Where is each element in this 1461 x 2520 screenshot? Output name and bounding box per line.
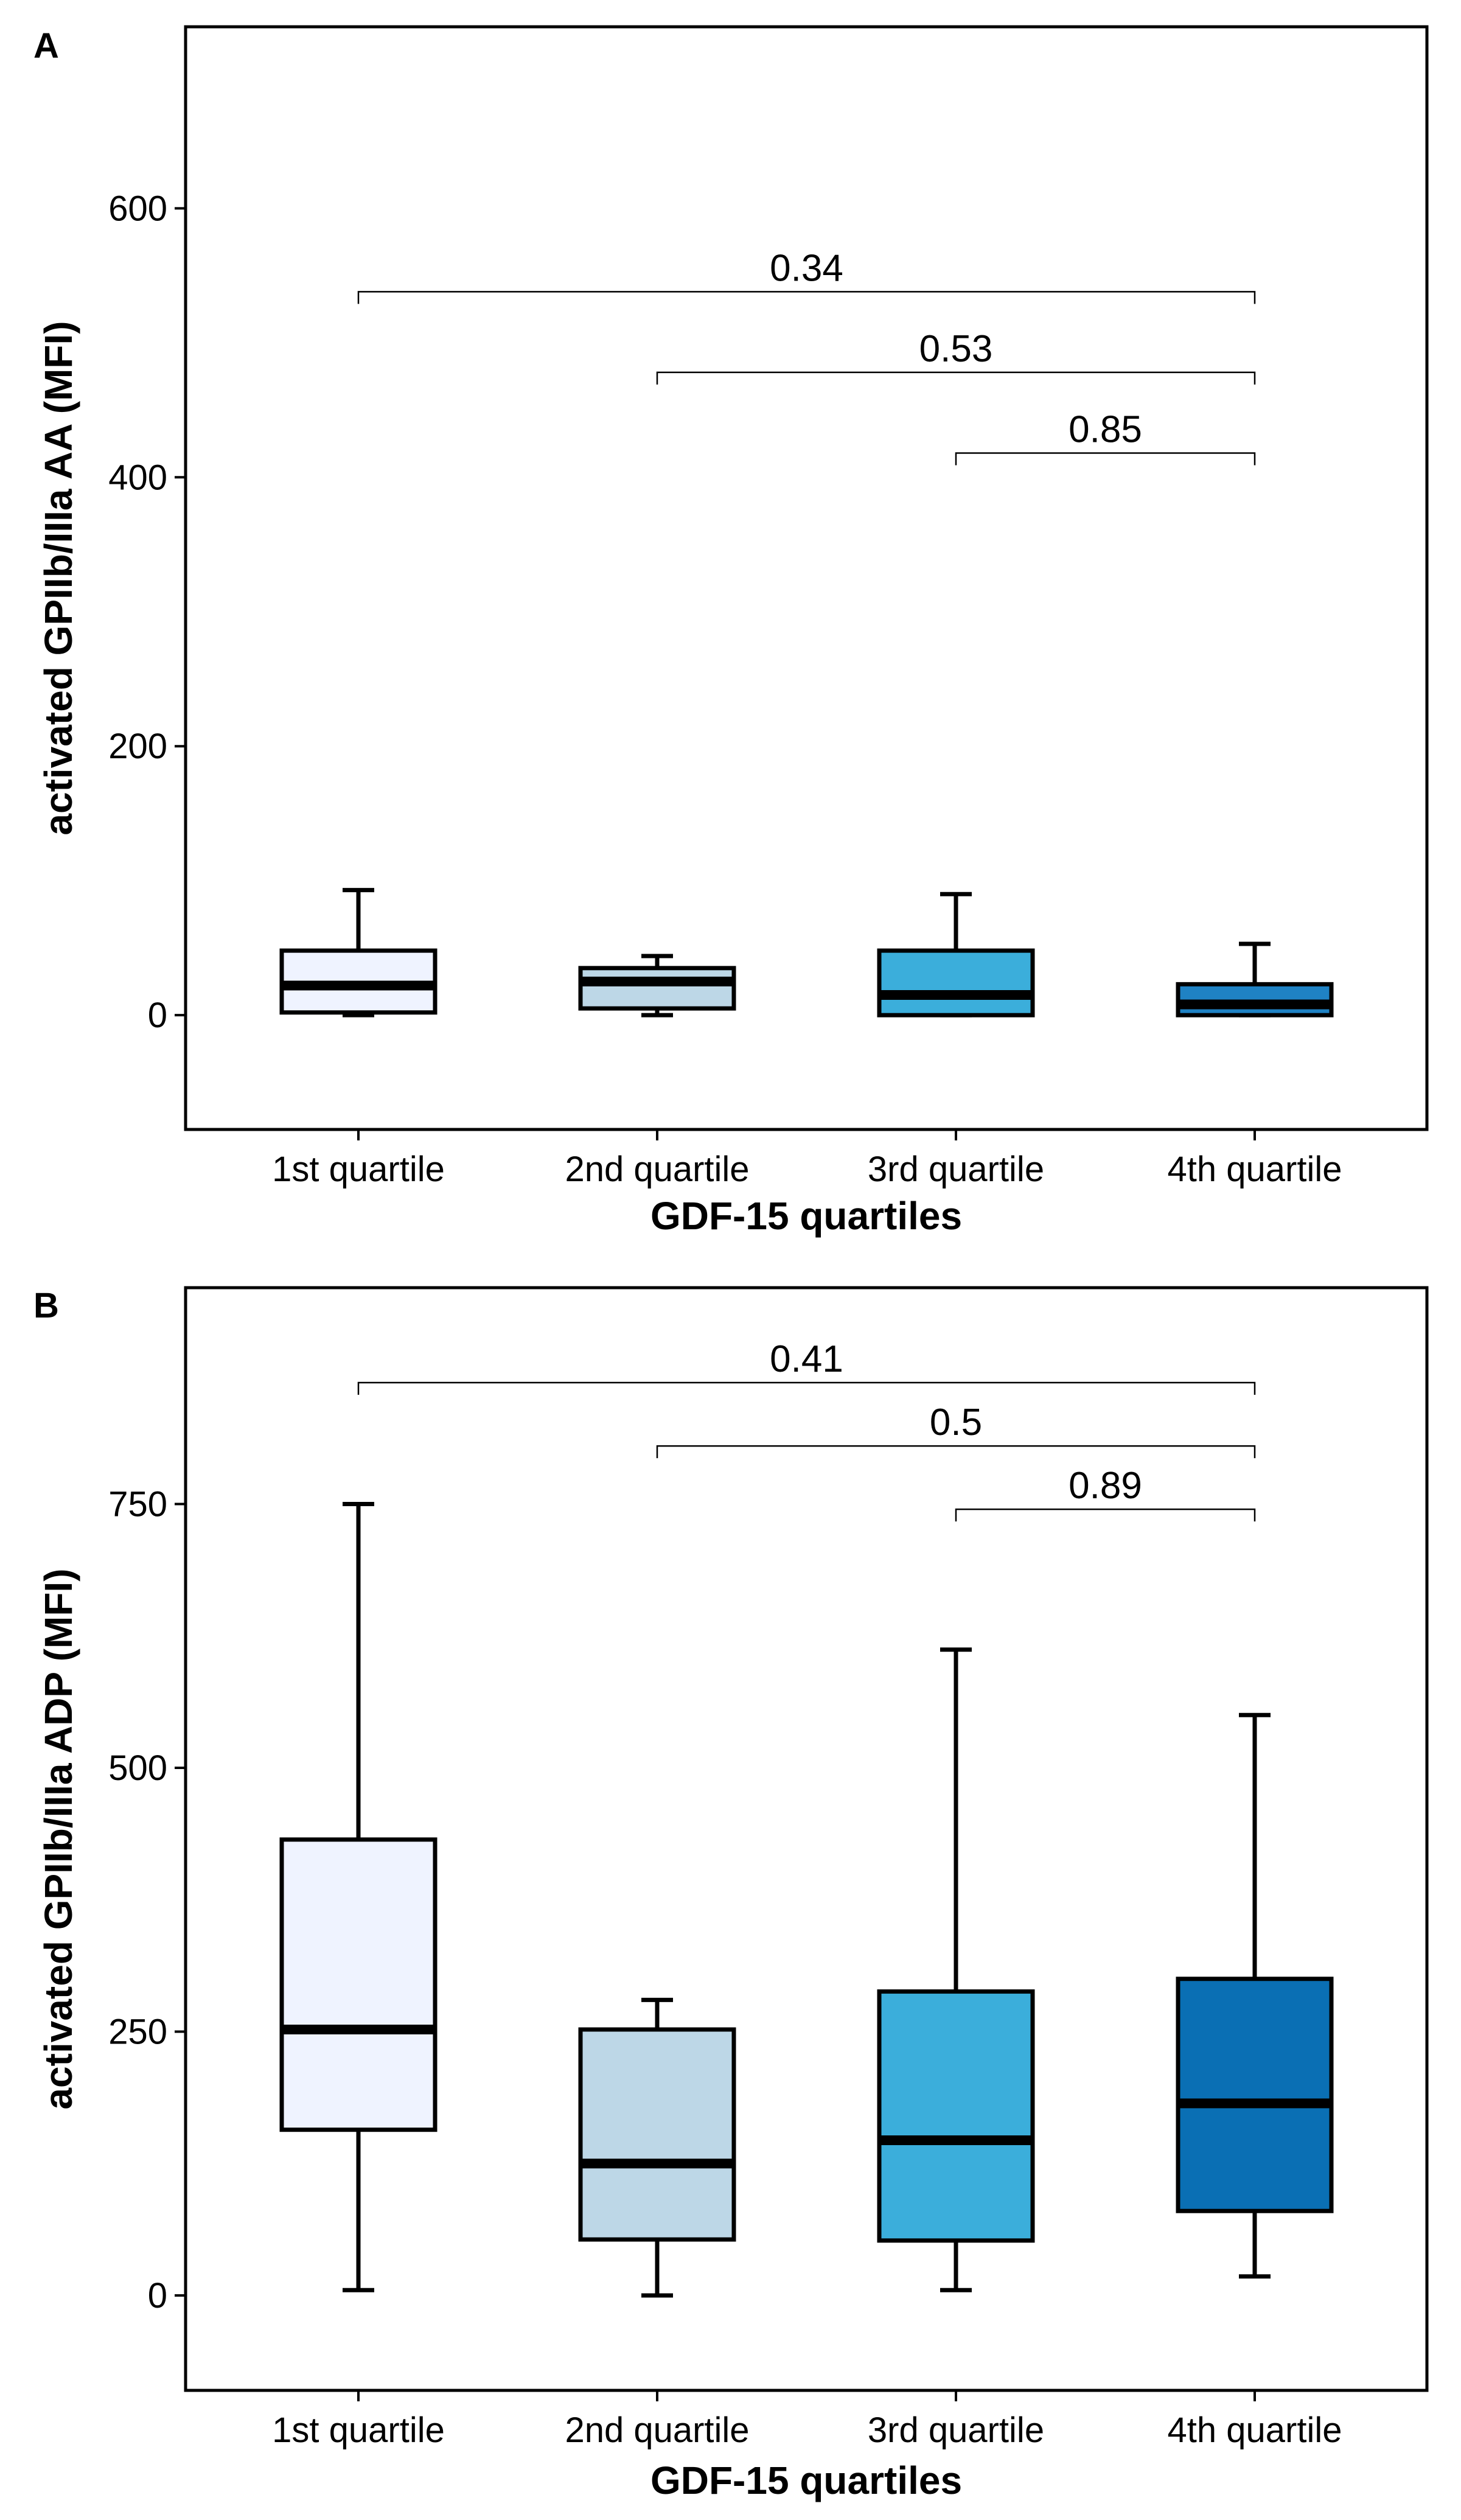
panel-b-p-value-label: 0.41 [770, 1338, 843, 1380]
panel-a-y-tick-label: 200 [108, 727, 167, 766]
panel-b-box-3 [877, 1647, 1035, 2292]
panel-b-x-tick-label: 2nd quartile [565, 2410, 749, 2450]
panel-b-boxes [279, 1501, 1334, 2298]
panel-a-p-value-label: 0.34 [770, 247, 843, 289]
panel-a-x-tick-label: 1st quartile [272, 1150, 445, 1189]
panel-b-y-tick-label: 750 [108, 1484, 167, 1524]
panel-a-plot-frame [184, 25, 1429, 1131]
box-iqr [877, 948, 1035, 1017]
panel-a-x-tick-label: 2nd quartile [565, 1150, 749, 1189]
panel-b-comparison-bracket [955, 1508, 1256, 1522]
panel-a-box-2 [578, 954, 736, 1017]
panel-b-letter: B [33, 1286, 59, 1325]
panel-b-y-tick-label: 500 [108, 1748, 167, 1788]
panel-b-comparison-bracket [357, 1381, 1256, 1395]
panel-a-box-3 [877, 892, 1035, 1017]
panel-b-x-tick-label: 1st quartile [272, 2410, 445, 2450]
box-iqr [877, 1989, 1035, 2243]
panel-b: B activated GPIIb/IIIa ADP (MFI) GDF-15 … [33, 1286, 1429, 2502]
panel-a-y-tick-label: 600 [108, 189, 167, 228]
panel-a-comparison-bracket [357, 291, 1256, 304]
panel-b-p-value-label: 0.89 [1069, 1465, 1142, 1507]
panel-b-y-axis-title: activated GPIIb/IIIa ADP (MFI) [37, 1568, 80, 2109]
panel-b-box-2 [578, 1997, 736, 2298]
panel-a-letter: A [33, 26, 59, 66]
panel-a-axis-ticks: 0 200 400 600 1st quartile 2nd quartile 3rd qu… [108, 189, 1342, 1189]
panel-a-x-tick-label: 3rd quartile [868, 1150, 1044, 1189]
panel-a-p-value-label: 0.53 [919, 328, 993, 370]
panel-a-y-tick-label: 400 [108, 458, 167, 497]
panel-a: A activated GPIIb/IIIa AA (MFI) GDF-15 q… [33, 25, 1429, 1238]
panel-a-y-axis-title: activated GPIIb/IIIa AA (MFI) [37, 321, 80, 835]
panel-a-box-4 [1176, 941, 1334, 1017]
panel-a-comparison-bracket [955, 452, 1256, 466]
box-iqr [279, 1837, 438, 2132]
panel-a-box-1 [279, 888, 438, 1017]
panel-b-y-tick-label: 0 [148, 2276, 167, 2316]
panel-b-y-tick-label: 250 [108, 2012, 167, 2051]
panel-b-significance-brackets: 0.41 0.5 0.89 [357, 1338, 1256, 1522]
panel-a-significance-brackets: 0.34 0.53 0.85 [357, 247, 1256, 466]
panel-b-box-4 [1176, 1712, 1334, 2279]
box-iqr [578, 966, 736, 1011]
panel-a-x-tick-label: 4th quartile [1168, 1150, 1342, 1189]
panel-b-comparison-bracket [656, 1445, 1256, 1459]
panel-b-axis-ticks: 0 250 500 750 1st quartile 2nd quartile 3rd qu… [108, 1484, 1342, 2450]
box-iqr [1176, 1977, 1334, 2213]
panel-b-x-tick-label: 3rd quartile [868, 2410, 1044, 2450]
panel-b-plot-frame [184, 1286, 1429, 2392]
panel-b-box-1 [279, 1501, 438, 2292]
panel-a-p-value-label: 0.85 [1069, 408, 1142, 450]
panel-a-y-tick-label: 0 [148, 996, 167, 1035]
panel-a-x-axis-title: GDF-15 quartiles [650, 1194, 962, 1238]
panel-b-x-tick-label: 4th quartile [1168, 2410, 1342, 2450]
panel-a-comparison-bracket [656, 371, 1256, 385]
panel-b-p-value-label: 0.5 [930, 1401, 982, 1443]
panel-b-x-axis-title: GDF-15 quartiles [650, 2459, 962, 2502]
box-iqr [578, 2027, 736, 2242]
panel-a-boxes [279, 888, 1334, 1017]
